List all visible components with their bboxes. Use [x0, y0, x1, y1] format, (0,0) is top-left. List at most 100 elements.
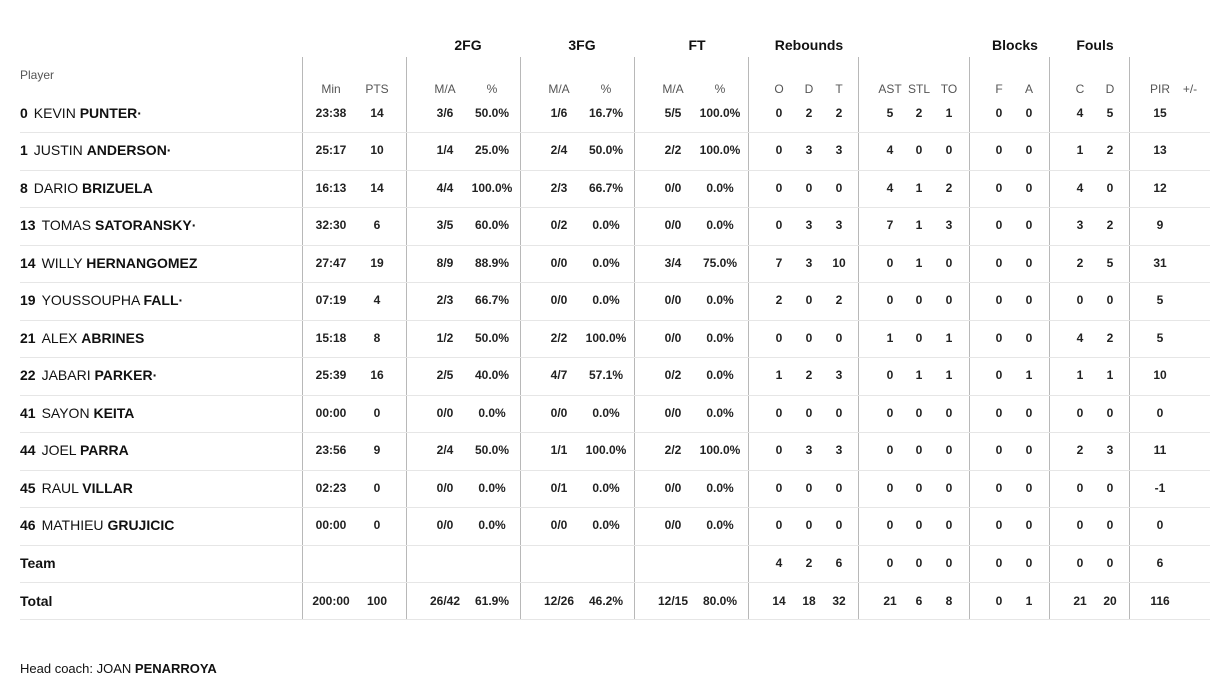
stat-cell: 0	[915, 518, 923, 532]
stat-cell: 0	[1025, 143, 1033, 157]
stat-cell: 0	[835, 181, 843, 195]
stat-cell: 4	[373, 293, 381, 307]
stat-cell: 50.0%	[588, 143, 624, 157]
stat-cell: 1/2	[436, 331, 454, 345]
total-stat-cell: 0	[995, 594, 1003, 608]
player-name[interactable]: 44 JOEL PARRA	[20, 442, 129, 458]
stat-cell: 0	[1106, 518, 1114, 532]
stat-cell: 02:23	[315, 481, 347, 495]
stat-cell: 5/5	[664, 106, 682, 120]
stat-cell: 0	[805, 331, 813, 345]
stat-cell: 0	[1076, 481, 1084, 495]
stat-cell: 4	[886, 143, 894, 157]
stat-cell: 0	[945, 143, 953, 157]
column-header-4: M/A	[548, 82, 570, 96]
stat-cell: 0.0%	[592, 518, 620, 532]
player-name[interactable]: 8 DARIO BRIZUELA	[20, 180, 153, 196]
stat-cell: 0	[775, 218, 783, 232]
player-name[interactable]: 46 MATHIEU GRUJICIC	[20, 517, 174, 533]
player-name[interactable]: 13 TOMAS SATORANSKY·	[20, 217, 196, 233]
stat-cell: 0.0%	[592, 481, 620, 495]
player-last-name: KEITA	[93, 405, 135, 421]
total-stat-cell: 12/15	[657, 594, 689, 608]
stat-cell: 0/0	[436, 481, 454, 495]
stat-cell: 31	[1153, 256, 1167, 270]
player-first-name: JABARI	[41, 367, 91, 383]
group-header-4: Blocks	[992, 37, 1038, 53]
stat-cell: 3	[835, 368, 843, 382]
stat-cell: 1	[1076, 143, 1084, 157]
group-header-3: Rebounds	[774, 37, 844, 53]
column-divider	[634, 57, 635, 619]
row-divider	[20, 470, 1210, 471]
head-coach-prefix: Head coach:	[20, 661, 97, 676]
stat-cell: 0	[945, 256, 953, 270]
player-last-name: PARKER·	[94, 367, 158, 383]
column-header-1: PTS	[365, 82, 389, 96]
stat-cell: 0	[995, 106, 1003, 120]
stat-cell: 0	[1025, 293, 1033, 307]
stat-cell: 0	[373, 518, 381, 532]
stat-cell: 0	[805, 406, 813, 420]
stat-cell: 0/0	[436, 518, 454, 532]
total-stat-cell: 46.2%	[588, 594, 624, 608]
player-name[interactable]: 19 YOUSSOUPHA FALL·	[20, 292, 183, 308]
group-header-0: 2FG	[454, 37, 482, 53]
stat-cell: 0/0	[550, 256, 568, 270]
stat-cell: 2/2	[664, 443, 682, 457]
total-stat-cell: 12/26	[543, 594, 575, 608]
stat-cell: 0	[835, 406, 843, 420]
stat-cell: 0	[1025, 406, 1033, 420]
player-number: 1	[20, 142, 28, 158]
stat-cell: 25:39	[315, 368, 347, 382]
player-name[interactable]: 0 KEVIN PUNTER·	[20, 105, 142, 121]
player-name[interactable]: 22 JABARI PARKER·	[20, 367, 157, 383]
row-divider	[20, 357, 1210, 358]
stat-cell: 0	[805, 293, 813, 307]
stat-cell: 14	[370, 181, 384, 195]
total-stat-cell: 61.9%	[474, 594, 510, 608]
stat-cell: 0	[1025, 256, 1033, 270]
team-stat-cell: 2	[805, 556, 813, 570]
stat-cell: 07:19	[315, 293, 347, 307]
stat-cell: 3	[945, 218, 953, 232]
stat-cell: 0/0	[664, 293, 682, 307]
stat-cell: 0	[886, 406, 894, 420]
player-name[interactable]: 1 JUSTIN ANDERSON·	[20, 142, 171, 158]
head-coach-last: PENARROYA	[134, 661, 217, 676]
stat-cell: 0	[945, 293, 953, 307]
row-divider	[20, 507, 1210, 508]
stat-cell: 2	[805, 368, 813, 382]
column-header-7: %	[714, 82, 726, 96]
stat-cell: 0	[886, 518, 894, 532]
stat-cell: 0/0	[664, 218, 682, 232]
column-header-6: M/A	[662, 82, 684, 96]
team-stat-cell: 0	[1025, 556, 1033, 570]
stat-cell: 0.0%	[592, 218, 620, 232]
stat-cell: 1	[1025, 368, 1033, 382]
total-stat-cell: 100	[366, 594, 388, 608]
player-name[interactable]: 21 ALEX ABRINES	[20, 330, 144, 346]
stat-cell: 4/7	[550, 368, 568, 382]
player-name[interactable]: 41 SAYON KEITA	[20, 405, 134, 421]
player-name[interactable]: 45 RAUL VILLAR	[20, 480, 133, 496]
player-number: 0	[20, 105, 28, 121]
stat-cell: 10	[832, 256, 846, 270]
column-header-12: STL	[907, 82, 931, 96]
stat-cell: 0.0%	[592, 256, 620, 270]
player-last-name: GRUJICIC	[107, 517, 175, 533]
column-divider	[748, 57, 749, 619]
total-stat-cell: 20	[1103, 594, 1117, 608]
total-stat-cell: 21	[1073, 594, 1087, 608]
stat-cell: 4	[1076, 106, 1084, 120]
stat-cell: 00:00	[315, 406, 347, 420]
row-divider	[20, 282, 1210, 283]
column-header-10: T	[835, 82, 843, 96]
stat-cell: 3	[805, 256, 813, 270]
player-number: 22	[20, 367, 36, 383]
column-header-8: O	[774, 82, 784, 96]
player-last-name: ANDERSON·	[86, 142, 172, 158]
row-divider	[20, 619, 1210, 620]
player-name[interactable]: 14 WILLY HERNANGOMEZ	[20, 255, 197, 271]
stat-cell: 27:47	[315, 256, 347, 270]
